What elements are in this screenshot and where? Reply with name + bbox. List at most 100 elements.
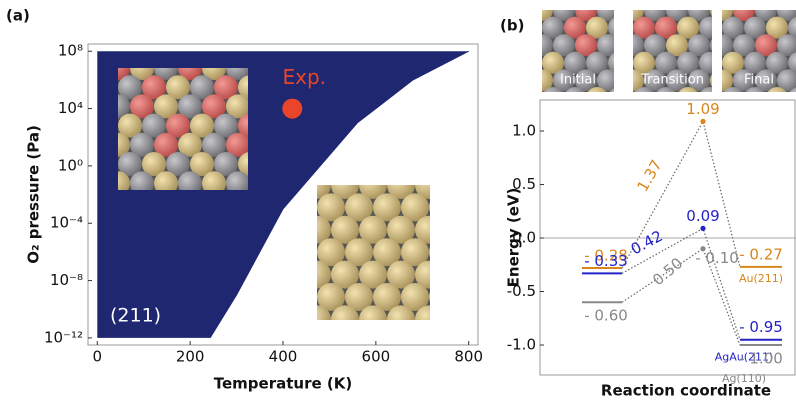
atom: [656, 87, 676, 92]
atom: [166, 152, 190, 176]
atom: [154, 132, 178, 157]
atom: [575, 34, 597, 57]
atom: [214, 113, 238, 138]
atom: [586, 16, 608, 39]
x-axis-label: Temperature (K): [214, 375, 352, 393]
atom: [429, 247, 430, 258]
panel-label: (b): [500, 17, 524, 35]
atom: [178, 171, 202, 190]
atom: [317, 305, 331, 320]
atom: [755, 34, 777, 57]
x-tick-label: 200: [176, 348, 205, 366]
stage-label: Final: [744, 73, 774, 88]
atom: [553, 69, 575, 92]
atom: [777, 34, 796, 57]
atom: [722, 10, 733, 21]
atom: [565, 87, 585, 92]
atoms: [118, 68, 248, 190]
y-tick-label: 10⁸: [58, 42, 83, 60]
atom: [575, 69, 597, 92]
atom: [154, 171, 178, 190]
atoms: [317, 185, 430, 320]
atom: [202, 171, 226, 190]
atom: [331, 215, 359, 244]
atom: [118, 132, 130, 157]
atom: [542, 34, 553, 57]
atom: [609, 88, 614, 92]
atom: [178, 94, 202, 119]
atom: [655, 16, 677, 39]
value-label: - 0.60: [584, 307, 628, 325]
atom: [633, 10, 644, 21]
atom: [415, 215, 430, 244]
panel-label: (a): [6, 7, 30, 25]
y-tick-label: 10⁻⁸: [50, 271, 83, 289]
atom: [688, 34, 710, 57]
atom: [699, 16, 712, 39]
surface-image: [722, 10, 796, 92]
atoms: [722, 10, 796, 92]
atom: [118, 68, 130, 80]
atom: [766, 51, 788, 74]
atom: [744, 51, 766, 74]
atom: [142, 152, 166, 176]
value-label: - 1.00: [739, 350, 783, 368]
atom: [345, 238, 373, 267]
atom: [755, 69, 777, 92]
atom: [118, 171, 130, 190]
atom: [634, 87, 654, 92]
y-tick-label: -1.0: [507, 336, 536, 354]
series-name: Ag(110): [722, 372, 766, 385]
atom: [373, 283, 401, 311]
atom: [118, 152, 142, 176]
atom: [564, 51, 586, 74]
atom: [767, 87, 787, 92]
plot-frame: [539, 99, 796, 376]
surface-image: [542, 10, 614, 92]
atom: [118, 75, 142, 100]
y-tick-label: 0.0: [512, 229, 536, 247]
y-axis-label: O₂ pressure (Pa): [25, 125, 43, 264]
transition-state: [700, 246, 706, 252]
x-tick-label: 600: [362, 348, 391, 366]
value-label: - 0.33: [584, 252, 628, 270]
surface-images: [542, 10, 796, 92]
atom: [666, 69, 688, 92]
atom: [317, 283, 345, 311]
atom: [142, 113, 166, 138]
value-label: - 0.95: [739, 318, 783, 336]
y-tick-label: -0.5: [507, 282, 536, 300]
value-label: - 0.10: [695, 249, 739, 267]
series-name: Au(211): [739, 272, 783, 285]
x-tick-label: 800: [454, 348, 483, 366]
y-tick-label: 10⁻⁴: [50, 214, 83, 232]
atom: [387, 305, 415, 320]
atom: [166, 113, 190, 138]
y-tick-label: 10⁻¹²: [44, 328, 83, 346]
series-name: AgAu(211): [715, 351, 774, 364]
atom: [633, 51, 655, 74]
atom: [317, 260, 331, 289]
atom: [688, 69, 710, 92]
atom: [166, 75, 190, 100]
atom: [415, 185, 430, 199]
atom: [710, 10, 712, 17]
atom: [401, 193, 429, 222]
atom: [359, 215, 387, 244]
atom: [118, 113, 142, 138]
atom: [130, 94, 154, 119]
exp-point: [282, 98, 303, 119]
atom: [633, 34, 644, 57]
atom: [345, 193, 373, 222]
surface-image: [317, 185, 430, 320]
atom: [190, 113, 214, 138]
atom: [586, 51, 608, 74]
atom: [677, 16, 699, 39]
atom: [542, 51, 564, 74]
atom: [789, 87, 796, 92]
atom: [788, 17, 796, 39]
value-label: 1.09: [686, 100, 719, 118]
atom: [722, 34, 733, 57]
atom: [359, 305, 387, 320]
plots: 10⁻¹² 10⁻⁸ 10⁻⁴ 10⁰ 10⁴ 10⁸ 0 200 400 600 800 Tempe…: [6, 7, 796, 400]
